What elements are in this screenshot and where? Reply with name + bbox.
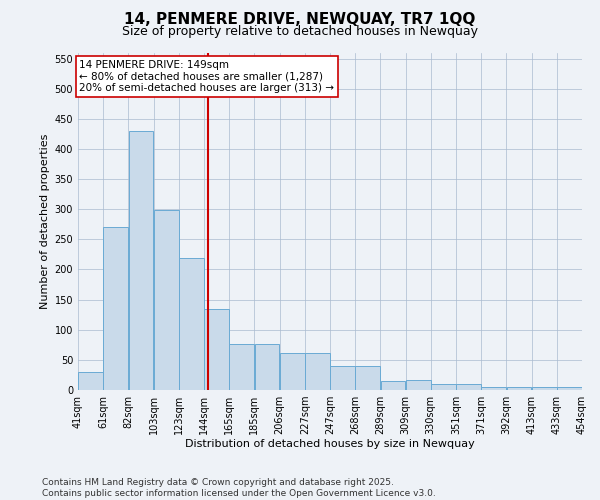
Bar: [456, 384, 481, 390]
Bar: [254, 344, 280, 390]
Bar: [406, 380, 431, 390]
Bar: [305, 352, 330, 390]
Bar: [330, 366, 355, 390]
Y-axis label: Number of detached properties: Number of detached properties: [40, 134, 50, 309]
Bar: [380, 381, 406, 390]
Bar: [280, 352, 305, 390]
Text: Contains HM Land Registry data © Crown copyright and database right 2025.
Contai: Contains HM Land Registry data © Crown c…: [42, 478, 436, 498]
Bar: [481, 387, 506, 390]
Bar: [229, 344, 254, 390]
Bar: [506, 387, 532, 390]
Text: Size of property relative to detached houses in Newquay: Size of property relative to detached ho…: [122, 25, 478, 38]
Bar: [179, 258, 204, 390]
Bar: [103, 228, 128, 390]
Bar: [78, 372, 103, 390]
Bar: [154, 210, 179, 390]
Bar: [355, 366, 380, 390]
Bar: [204, 308, 229, 390]
Bar: [128, 131, 154, 390]
Text: 14 PENMERE DRIVE: 149sqm
← 80% of detached houses are smaller (1,287)
20% of sem: 14 PENMERE DRIVE: 149sqm ← 80% of detach…: [79, 60, 334, 93]
X-axis label: Distribution of detached houses by size in Newquay: Distribution of detached houses by size …: [185, 438, 475, 448]
Text: 14, PENMERE DRIVE, NEWQUAY, TR7 1QQ: 14, PENMERE DRIVE, NEWQUAY, TR7 1QQ: [124, 12, 476, 28]
Bar: [532, 387, 557, 390]
Bar: [557, 387, 582, 390]
Bar: [431, 384, 456, 390]
